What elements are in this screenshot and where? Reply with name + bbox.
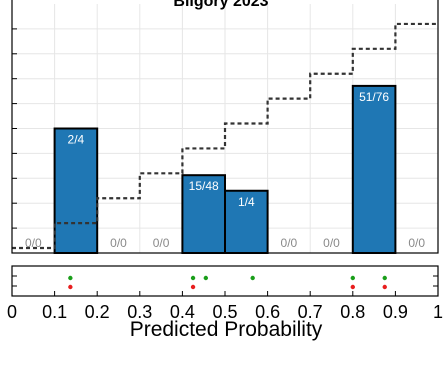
bar-data-label: 51/76 [359, 90, 389, 104]
bar-data-label: 15/48 [189, 179, 219, 193]
calibration-step-line [12, 22, 438, 250]
calibration-line [12, 22, 438, 250]
bar-data-label: 1/4 [238, 195, 255, 209]
empty-bin-label: 0/0 [323, 236, 340, 250]
red-point [382, 284, 387, 290]
bar-labels: 0/0 2/4 0/0 0/0 15/48 1/4 0/0 0/0 51/76 0/0 [25, 90, 425, 250]
bar [53, 127, 99, 254]
x-tick-label: 0 [7, 302, 17, 322]
green-point [350, 275, 355, 281]
chart-title: Bilgory 2023 [173, 0, 268, 10]
empty-bin-label: 0/0 [110, 236, 127, 250]
x-tick-label: 0.1 [42, 302, 67, 322]
plot-border [11, 0, 439, 254]
bar [224, 189, 269, 254]
x-tick-label: 0.3 [127, 302, 152, 322]
empty-bin-label: 0/0 [281, 236, 298, 250]
x-tick-label: 0.8 [340, 302, 365, 322]
x-tick-label: 0.4 [170, 302, 195, 322]
bar [351, 84, 397, 254]
green-point [203, 275, 209, 281]
green-point [250, 275, 255, 281]
bars [53, 84, 397, 254]
x-tick-label: 0.9 [383, 302, 408, 322]
empty-bin-label: 0/0 [153, 236, 170, 250]
x-tick-label: 1 [433, 302, 443, 322]
x-tick-label: 0.6 [255, 302, 280, 322]
green-point [382, 275, 387, 281]
empty-bin-label: 0/0 [408, 236, 425, 250]
red-point [68, 284, 73, 290]
x-axis-ticks: 0 0.1 0.2 0.3 0.4 0.5 0.6 0.7 0.8 0.9 1 [7, 291, 443, 322]
x-tick-label: 0.7 [298, 302, 323, 322]
x-tick-label: 0.2 [85, 302, 110, 322]
empty-bin-label: 0/0 [25, 236, 42, 250]
red-point [190, 284, 196, 290]
x-axis-label: Predicted Probability [130, 318, 323, 341]
bar-data-label: 2/4 [68, 133, 85, 147]
main-plot-frame [11, 0, 439, 254]
x-tick-label: 0.5 [212, 302, 237, 322]
green-point [68, 275, 73, 281]
green-point [190, 275, 196, 281]
red-point [350, 284, 355, 290]
